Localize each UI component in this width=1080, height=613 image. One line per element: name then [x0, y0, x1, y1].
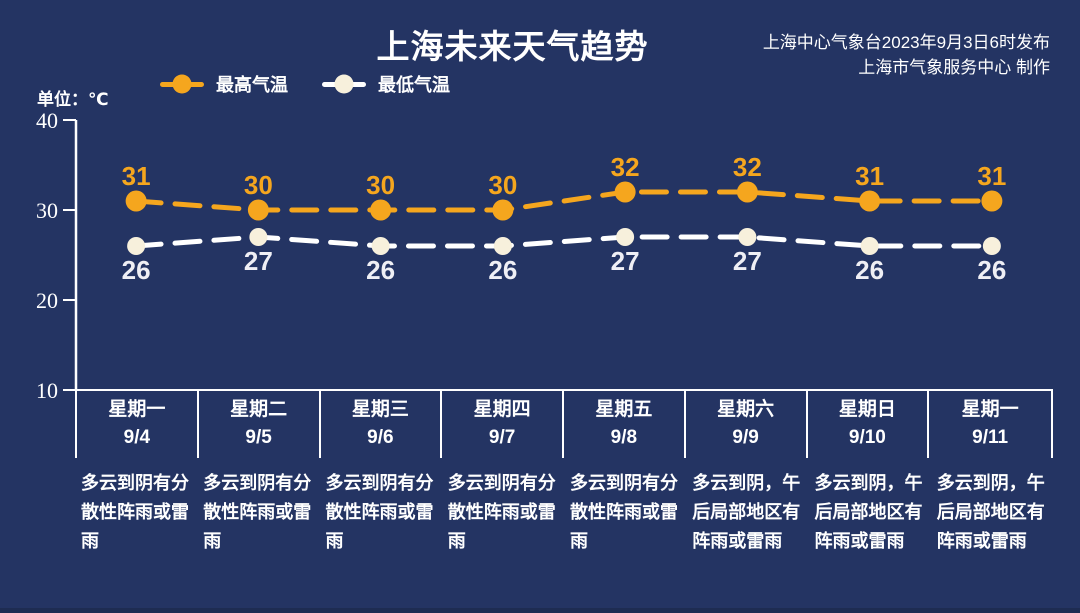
- high-temp-line-marker-icon: [160, 74, 204, 94]
- chart-legend: 最高气温 最低气温: [160, 71, 450, 97]
- high-temp-value-label: 31: [122, 161, 151, 191]
- weekday-label: 星期二: [230, 399, 288, 420]
- high-temp-value-label: 30: [244, 170, 273, 200]
- legend-item-high-temp: 最高气温: [160, 71, 288, 97]
- low-temp-series-line: [133, 234, 995, 249]
- high-temp-point: [247, 199, 269, 221]
- day-cell: 星期三 9/6: [321, 391, 443, 458]
- weekday-label: 星期一: [961, 399, 1019, 420]
- date-label: 9/6: [367, 427, 394, 448]
- high-temp-value-label: 31: [977, 161, 1006, 191]
- legend-item-low-temp: 最低气温: [322, 71, 450, 97]
- date-label: 9/10: [848, 427, 886, 448]
- date-label: 9/9: [732, 427, 759, 448]
- forecast-descriptions: 多云到阴有分散性阵雨或雷雨 多云到阴有分散性阵雨或雷雨 多云到阴有分散性阵雨或雷…: [75, 469, 1053, 556]
- day-cell: 星期五 9/8: [564, 391, 686, 458]
- low-temp-point: [982, 237, 1001, 255]
- low-temp-value-label: 27: [733, 246, 762, 276]
- weather-description: 多云到阴有分散性阵雨或雷雨: [570, 473, 678, 551]
- y-axis-tick-label: 30: [36, 198, 58, 223]
- high-temp-value-label: 30: [488, 170, 517, 200]
- low-temp-value-label: 26: [122, 255, 151, 285]
- date-label: 9/11: [972, 427, 1009, 448]
- day-cell: 星期二 9/5: [199, 391, 321, 458]
- day-cell: 星期六 9/9: [686, 391, 808, 458]
- low-temp-value-label: 26: [488, 255, 517, 285]
- legend-label-high-temp: 最高气温: [216, 75, 288, 95]
- weather-description: 多云到阴，午后局部地区有阵雨或雷雨: [814, 473, 923, 551]
- weekday-label: 星期一: [108, 399, 166, 420]
- weekday-label: 星期三: [351, 399, 409, 420]
- weather-description: 多云到阴有分散性阵雨或雷雨: [447, 473, 556, 551]
- day-cell: 星期日 9/10: [808, 391, 930, 458]
- page-title: 上海未来天气趋势: [376, 28, 649, 65]
- weekday-label: 星期四: [473, 399, 531, 420]
- weather-description: 多云到阴有分散性阵雨或雷雨: [81, 473, 189, 551]
- high-temp-point: [736, 181, 758, 203]
- legend-label-low-temp: 最低气温: [378, 75, 450, 95]
- forecast-table: 星期一 9/4 星期二 9/5 星期三 9/6 星期四 9/7 星期五 9/8 …: [75, 389, 1053, 556]
- weekday-label: 星期六: [717, 399, 775, 420]
- high-temp-dot-icon: [172, 74, 192, 94]
- low-temp-line-marker-icon: [322, 74, 366, 94]
- bottom-edge-strip: [0, 608, 1080, 613]
- high-temp-value-label: 32: [733, 152, 762, 182]
- weather-description: 多云到阴有分散性阵雨或雷雨: [203, 473, 312, 551]
- low-temp-value-label: 27: [244, 246, 273, 276]
- low-temp-point: [371, 237, 390, 255]
- day-cell: 星期一 9/11: [929, 391, 1051, 458]
- weather-description: 多云到阴，午后局部地区有阵雨或雷雨: [692, 473, 801, 551]
- high-temp-value-label: 32: [611, 152, 640, 182]
- date-label: 9/5: [245, 427, 272, 448]
- low-temp-point: [860, 237, 879, 255]
- low-temp-value-label: 27: [611, 246, 640, 276]
- date-label: 9/4: [123, 427, 151, 448]
- high-temp-point: [492, 199, 514, 221]
- date-label: 9/8: [610, 427, 638, 448]
- high-temp-point: [981, 190, 1003, 212]
- low-temp-point: [616, 228, 635, 246]
- low-temp-dot-icon: [334, 74, 354, 94]
- day-cell: 星期四 9/7: [442, 391, 564, 458]
- weekday-label: 星期五: [595, 399, 653, 420]
- high-temp-value-label: 31: [855, 161, 884, 191]
- weather-description: 多云到阴，午后局部地区有阵雨或雷雨: [936, 473, 1045, 551]
- publisher-line2: 上海市气象服务中心 制作: [858, 58, 1050, 77]
- weekday-label: 星期日: [838, 399, 896, 420]
- publisher-line1: 上海中心气象台2023年9月3日6时发布: [762, 33, 1050, 52]
- y-axis-tick-label: 20: [36, 288, 58, 313]
- forecast-table-header: 星期一 9/4 星期二 9/5 星期三 9/6 星期四 9/7 星期五 9/8 …: [75, 389, 1053, 458]
- low-temp-value-label: 26: [977, 255, 1006, 285]
- high-temp-point: [370, 199, 392, 221]
- date-label: 9/7: [488, 427, 516, 448]
- y-axis-tick-label: 40: [36, 108, 58, 133]
- low-temp-point: [127, 237, 146, 255]
- publisher-info: 上海中心气象台2023年9月3日6时发布 上海市气象服务中心 制作: [763, 30, 1050, 80]
- low-temp-point: [738, 228, 757, 246]
- y-axis-tick-label: 10: [36, 378, 58, 403]
- high-temp-point: [125, 190, 147, 212]
- high-temp-series-line: [133, 189, 995, 213]
- high-temp-value-label: 30: [366, 170, 395, 200]
- low-temp-value-label: 26: [855, 255, 884, 285]
- low-temp-value-label: 26: [366, 255, 395, 285]
- high-temp-point: [614, 181, 636, 203]
- low-temp-point: [493, 237, 512, 255]
- high-temp-point: [859, 190, 881, 212]
- low-temp-point: [249, 228, 268, 246]
- day-cell: 星期一 9/4: [77, 391, 199, 458]
- unit-label: 单位：℃: [37, 90, 109, 109]
- weather-description: 多云到阴有分散性阵雨或雷雨: [325, 473, 434, 551]
